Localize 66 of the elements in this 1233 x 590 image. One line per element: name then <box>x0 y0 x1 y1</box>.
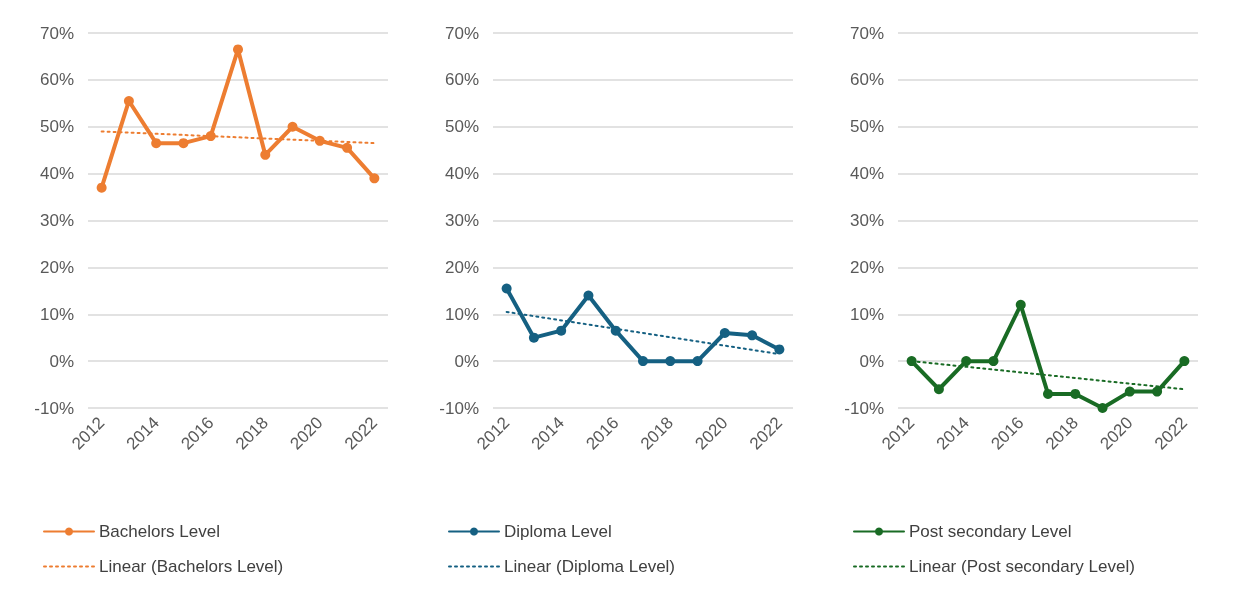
point <box>260 149 271 160</box>
point <box>1124 386 1135 397</box>
y-tick-label: 50% <box>39 117 74 137</box>
point <box>123 95 134 106</box>
y-tick-label: 0% <box>454 351 479 371</box>
point <box>1097 403 1108 413</box>
point <box>528 332 539 343</box>
point <box>205 131 216 142</box>
y-tick-label: 20% <box>849 257 884 277</box>
point <box>556 325 567 336</box>
point <box>774 344 785 355</box>
point <box>96 182 107 193</box>
y-tick-label: 30% <box>39 211 74 230</box>
legend-label: Bachelors Level <box>99 522 220 541</box>
y-tick-label: 60% <box>39 70 74 90</box>
y-tick-label: 60% <box>444 70 479 90</box>
y-tick-label: 60% <box>849 70 884 90</box>
y-tick-label: 10% <box>444 304 479 324</box>
point <box>961 356 972 367</box>
y-tick-label: 30% <box>444 211 479 230</box>
point <box>314 135 325 146</box>
point <box>665 356 676 367</box>
legend-label: Linear (Bachelors Level) <box>99 557 284 576</box>
y-tick-label: 40% <box>39 164 74 184</box>
y-tick-label: -10% <box>844 398 884 418</box>
y-tick-label: 40% <box>849 164 884 184</box>
point <box>747 330 758 341</box>
legend-label: Linear (Post secondary Level) <box>909 557 1135 576</box>
legend-label: Post secondary Level <box>909 522 1072 541</box>
y-tick-label: 10% <box>849 304 884 324</box>
point <box>342 142 353 153</box>
y-tick-label: 10% <box>39 304 74 324</box>
y-tick-label: 0% <box>859 351 884 371</box>
point <box>151 138 162 149</box>
point <box>178 138 189 149</box>
point <box>501 283 512 294</box>
point <box>610 325 621 336</box>
y-tick-label: 20% <box>39 257 74 277</box>
point <box>583 290 594 301</box>
y-tick-label: 70% <box>849 23 884 43</box>
point <box>1152 386 1163 397</box>
y-tick-label: -10% <box>34 398 74 418</box>
point <box>287 121 298 132</box>
point <box>1070 388 1081 399</box>
point <box>988 356 999 367</box>
y-tick-label: -10% <box>439 398 479 418</box>
y-tick-label: 40% <box>444 164 479 184</box>
point <box>906 356 917 367</box>
y-tick-label: 30% <box>849 211 884 230</box>
y-tick-label: 20% <box>444 257 479 277</box>
y-tick-label: 70% <box>39 23 74 43</box>
point <box>933 384 944 395</box>
point <box>233 44 243 55</box>
y-tick-label: 50% <box>849 117 884 137</box>
legend-label: Linear (Diploma Level) <box>504 557 676 576</box>
point <box>369 173 380 184</box>
y-tick-label: 0% <box>49 351 74 371</box>
y-tick-label: 70% <box>444 23 479 43</box>
y-tick-label: 50% <box>444 117 479 137</box>
point <box>719 328 730 338</box>
point <box>1043 388 1053 399</box>
legend-label: Diploma Level <box>504 522 612 541</box>
point <box>638 356 648 367</box>
point <box>692 356 703 367</box>
point <box>1179 356 1190 367</box>
point <box>1015 299 1026 310</box>
